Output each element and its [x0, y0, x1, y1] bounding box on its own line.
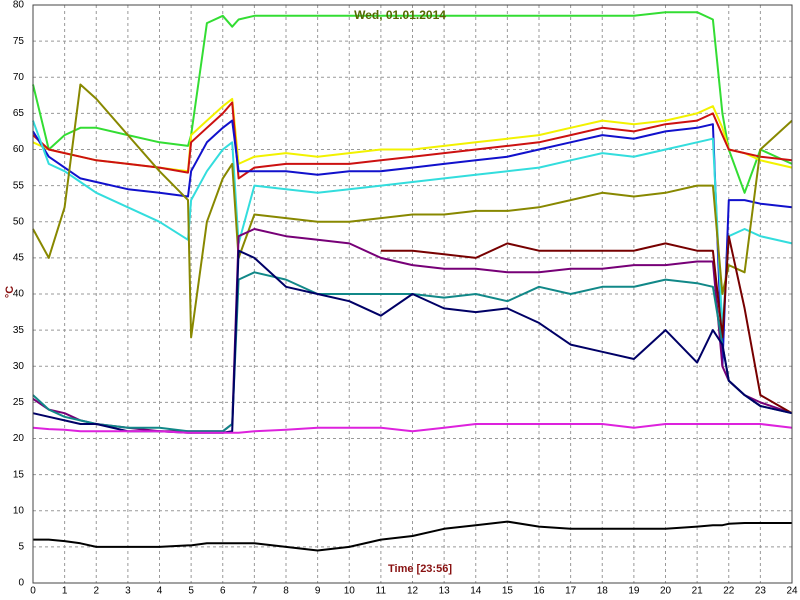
- y-tick-label: 70: [13, 72, 25, 83]
- x-tick-label: 18: [597, 586, 609, 597]
- x-tick-label: 12: [407, 586, 419, 597]
- x-tick-label: 3: [125, 586, 131, 597]
- y-tick-label: 60: [13, 144, 25, 155]
- y-tick-label: 25: [13, 397, 25, 408]
- x-tick-label: 9: [315, 586, 321, 597]
- y-tick-label: 50: [13, 216, 25, 227]
- x-tick-label: 10: [344, 586, 356, 597]
- x-tick-label: 21: [692, 586, 704, 597]
- x-tick-label: 0: [30, 586, 36, 597]
- y-tick-label: 35: [13, 325, 25, 336]
- lines: [32, 11, 793, 552]
- y-tick-label: 75: [13, 36, 25, 47]
- y-tick-label: 65: [13, 108, 25, 119]
- series-line: [32, 423, 793, 434]
- x-tick-label: 6: [220, 586, 226, 597]
- x-tick-label: 2: [93, 586, 99, 597]
- x-tick-label: 7: [252, 586, 258, 597]
- y-tick-label: 5: [18, 542, 24, 553]
- y-tick-label: 20: [13, 433, 25, 444]
- x-tick-label: 5: [188, 586, 194, 597]
- x-tick-label: 19: [628, 586, 640, 597]
- x-tick-label: 15: [502, 586, 514, 597]
- x-tick-label: 14: [470, 586, 482, 597]
- x-tick-label: 1: [62, 586, 68, 597]
- y-tick-label: 55: [13, 180, 25, 191]
- x-tick-label: 11: [376, 586, 387, 597]
- series-line: [32, 11, 793, 194]
- y-tick-label: 0: [18, 578, 24, 589]
- x-tick-label: 24: [786, 586, 798, 597]
- x-tick-label: 17: [565, 586, 577, 597]
- y-tick-label: 10: [13, 505, 25, 516]
- series-line: [32, 271, 793, 433]
- chart-title: Wed, 01.01.2014: [354, 8, 446, 22]
- y-tick-label: 80: [13, 0, 25, 11]
- x-axis-label: Time [23:56]: [388, 563, 452, 575]
- x-tick-label: 23: [755, 586, 767, 597]
- y-tick-label: 45: [13, 253, 25, 264]
- series-line: [32, 228, 793, 433]
- plot-frame: [32, 4, 793, 584]
- series-line: [32, 119, 793, 368]
- x-tick-label: 22: [723, 586, 735, 597]
- x-tick-label: 8: [283, 586, 289, 597]
- x-tick-label: 20: [660, 586, 672, 597]
- y-tick-label: 15: [13, 469, 25, 480]
- series-line: [32, 120, 793, 332]
- x-tick-label: 13: [439, 586, 451, 597]
- series-line: [33, 520, 792, 552]
- x-tick-label: 4: [157, 586, 163, 597]
- series-line: [380, 235, 793, 415]
- y-tick-label: 40: [13, 289, 25, 300]
- y-tick-label: 30: [13, 361, 25, 372]
- series-line: [32, 83, 793, 339]
- series-line: [32, 101, 793, 180]
- y-axis-label: °C: [4, 286, 16, 298]
- x-tick-label: 16: [533, 586, 545, 597]
